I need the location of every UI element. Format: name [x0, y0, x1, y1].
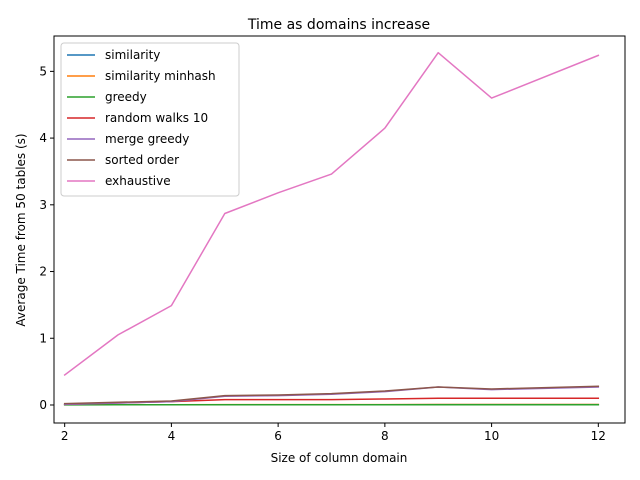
- legend-box: [60, 42, 240, 197]
- legend-entry: random walks 10: [105, 111, 208, 125]
- x-axis-label: Size of column domain: [271, 451, 408, 465]
- axes-frame: [53, 35, 626, 424]
- y-tick-label: 5: [39, 64, 47, 78]
- legend-entry: greedy: [105, 90, 147, 104]
- x-tick-label: 8: [381, 429, 389, 443]
- chart-title: Time as domains increase: [247, 17, 430, 33]
- series-line-exhaustive: [63, 51, 600, 377]
- legend-entry: similarity minhash: [105, 69, 216, 83]
- x-tick-label: 6: [274, 429, 282, 443]
- legend-entry: similarity: [105, 48, 160, 62]
- legend-entry: merge greedy: [105, 132, 189, 146]
- x-tick-label: 4: [168, 429, 176, 443]
- x-tick-label: 12: [591, 429, 606, 443]
- x-tick-label: 2: [61, 429, 69, 443]
- x-tick-label: 10: [484, 429, 499, 443]
- series-line-sorted-order: [63, 385, 600, 405]
- x-axis: 2 4 6 8 10 12: [61, 423, 606, 443]
- y-tick-label: 4: [39, 131, 47, 145]
- y-tick-label: 0: [39, 398, 47, 412]
- y-tick-label: 2: [39, 265, 47, 279]
- y-axis: 0 1 2 3 4 5: [39, 64, 54, 412]
- legend-entry: exhaustive: [105, 174, 171, 188]
- legend-entry: sorted order: [105, 153, 179, 167]
- y-axis-label: Average Time from 50 tables (s): [14, 133, 28, 326]
- y-tick-label: 1: [39, 331, 47, 345]
- legend: similarity similarity minhash greedy random…: [60, 42, 240, 197]
- y-tick-label: 3: [39, 198, 47, 212]
- plot-area: [63, 51, 600, 406]
